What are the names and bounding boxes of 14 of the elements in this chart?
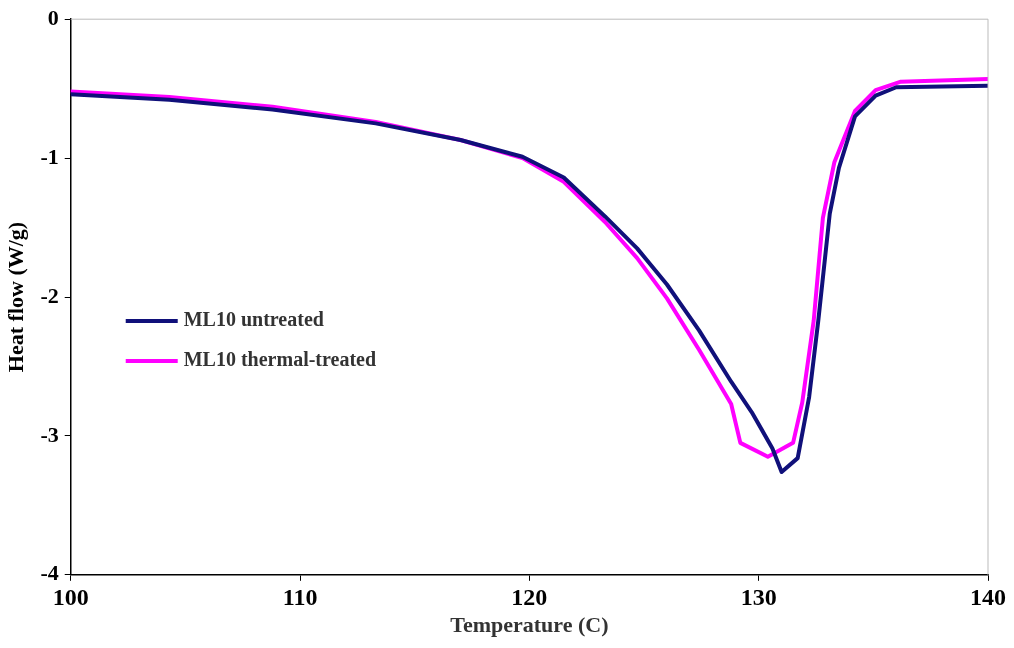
y-axis-title: Heat flow (W/g) [2,221,28,373]
x-axis-title: Temperature (C) [450,612,609,638]
x-tick-label: 100 [52,584,89,611]
x-tick-label: 130 [740,584,777,611]
y-tick-label: -1 [40,143,59,169]
y-tick-label: -3 [40,421,59,447]
x-tick-label: 110 [282,584,318,611]
y-tick-label: -4 [40,560,59,586]
x-tick-label: 140 [970,584,1006,611]
legend-label: ML10 thermal-treated [183,348,377,371]
x-tick-label: 120 [511,584,548,611]
y-tick-label: -2 [40,282,59,308]
y-tick-label: 0 [47,4,59,30]
legend-label: ML10 untreated [183,308,324,331]
